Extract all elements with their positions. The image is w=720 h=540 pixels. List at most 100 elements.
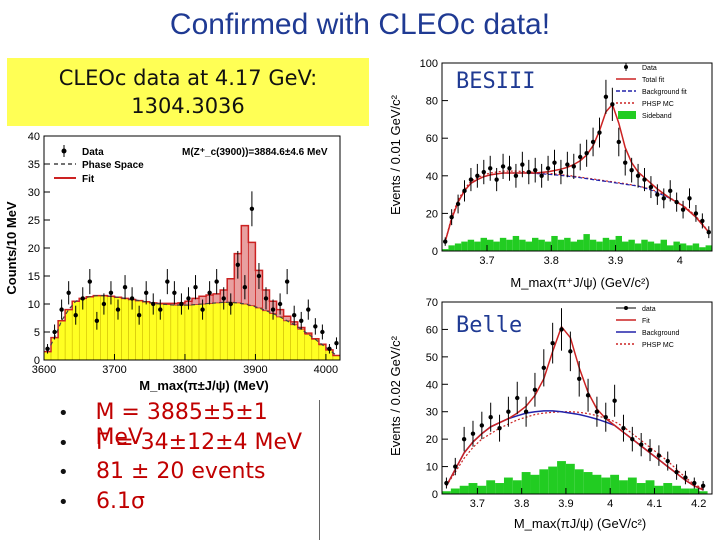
cleo-phase-space-bar (283, 320, 291, 361)
besiii-data-point (533, 167, 538, 173)
cleo-data-point (256, 273, 262, 279)
cleo-data-point (242, 285, 248, 290)
besiii-sideband-bar (705, 245, 712, 251)
besiii-data-point (443, 239, 448, 244)
belle-sideband-bar (539, 469, 549, 494)
cleo-x-tick-label: 3600 (32, 364, 56, 376)
cleo-legend-data-label: Data (82, 147, 104, 158)
cleo-data-point (320, 329, 325, 335)
belle-sideband-bar (565, 463, 575, 494)
cleo-data-point (45, 346, 50, 351)
cleo-y-tick-label: 0 (34, 355, 40, 367)
belle-data-point (674, 469, 679, 475)
cleo-y-tick-label: 25 (28, 215, 40, 227)
bullet-text: 6.1σ (96, 488, 145, 514)
cleo-data-point (235, 262, 241, 267)
cleo-data-point (270, 307, 276, 312)
belle-sideband-bar (450, 488, 460, 494)
cleo-phase-space-bar (107, 295, 115, 361)
belle-x-tick-label: 4.1 (647, 498, 662, 510)
besiii-sideband-bar (660, 239, 667, 251)
besiii-legend-label: Total fit (642, 77, 664, 84)
besiii-sideband-bar (686, 245, 693, 251)
belle-legend-label: Background (642, 330, 679, 337)
besiii-data-point (494, 177, 499, 182)
cleo-data-point (59, 307, 64, 312)
besiii-sideband-bar (480, 237, 487, 251)
besiii-data-point (610, 102, 615, 107)
besiii-sideband-bar (699, 247, 706, 251)
cleo-data-point (151, 301, 156, 307)
belle-data-point (488, 415, 493, 420)
besiii-experiment-label: BESIII (456, 69, 535, 94)
belle-sideband-bar (689, 488, 699, 494)
besiii-y-axis-title: Events / 0.01 GeV/c² (388, 94, 403, 215)
cleo-phase-space-line (46, 295, 337, 356)
cleo-y-axis-title: Counts/10 MeV (4, 201, 19, 295)
cleo-legend-ps-label: Phase Space (82, 160, 144, 171)
bullet-text: M = 3885±5±1 MeV (95, 400, 268, 450)
cleo-data-point (221, 296, 226, 301)
belle-data-point (532, 387, 538, 392)
result-bullet-list: • M = 3885±5±1 MeV • Γ = 34±12±4 MeV • 81 ±… (58, 400, 320, 540)
cleo-data-point (87, 279, 93, 284)
besiii-sideband-bar (647, 241, 655, 251)
cleo-phase-space-bar (276, 316, 284, 361)
besiii-data-point (693, 211, 699, 216)
besiii-sideband-bar (641, 239, 648, 251)
bullet-dot: • (58, 491, 69, 513)
besiii-data-point (468, 177, 474, 182)
belle-data-point (692, 480, 697, 486)
cleo-citation-line1: CLEOc data at 4.17 GeV: (58, 66, 318, 90)
cleo-legend-fit-label: Fit (82, 174, 95, 185)
belle-sideband-bar (495, 483, 504, 494)
belle-legend-label: PHSP MC (642, 342, 674, 349)
besiii-legend-label: Background fit (642, 89, 687, 96)
besiii-data-point (558, 169, 564, 175)
besiii-sideband-bar (622, 241, 629, 251)
besiii-sideband-bar (544, 241, 552, 251)
besiii-data-point (597, 130, 602, 135)
besiii-data-point (668, 188, 673, 194)
besiii-data-point (655, 192, 660, 197)
besiii-data-point (513, 173, 519, 178)
besiii-sideband-bar (654, 243, 661, 251)
belle-y-tick-label: 0 (432, 489, 438, 501)
besiii-data-point (687, 196, 692, 201)
besiii-data-point (520, 162, 525, 167)
cleo-phase-space-bar (255, 307, 263, 361)
cleo-signal-bar (212, 293, 221, 304)
cleo-x-tick-label: 3700 (102, 364, 126, 376)
cleo-data-point (73, 313, 78, 318)
besiii-data-point (584, 151, 589, 156)
besiii-sideband-bar (519, 239, 526, 251)
besiii-sideband-bar (634, 243, 642, 251)
belle-y-tick-label: 20 (426, 434, 438, 446)
besiii-data-point (590, 139, 596, 145)
belle-sideband-bar (619, 480, 628, 494)
besiii-sideband-bar (442, 249, 449, 251)
belle-sideband-bar (574, 469, 584, 494)
belle-y-tick-label: 30 (426, 407, 438, 419)
belle-data-point (656, 453, 662, 458)
besiii-sideband-bar (474, 241, 481, 251)
cleo-y-tick-label: 35 (28, 159, 40, 171)
cleo-data-point (299, 318, 304, 323)
belle-y-tick-label: 40 (426, 379, 438, 391)
cleo-data-point (80, 296, 85, 301)
besiii-background-line (444, 172, 710, 242)
besiii-phsp-line (444, 170, 710, 242)
belle-plot-frame (441, 301, 713, 495)
besiii-data-point (565, 162, 570, 167)
belle-data-point (594, 409, 600, 414)
besiii-sideband-bar (602, 237, 610, 251)
bullet-dot: • (58, 403, 69, 424)
belle-legend-label: Fit (642, 318, 650, 325)
cleo-data-point (186, 296, 191, 301)
besiii-data-point (603, 94, 609, 100)
belle-sideband-bar (468, 483, 478, 494)
besiii-x-tick-label: 3.9 (608, 255, 623, 267)
belle-sideband-bar (592, 474, 602, 494)
besiii-legend-swatch (618, 111, 636, 119)
belle-data-point (515, 395, 520, 401)
